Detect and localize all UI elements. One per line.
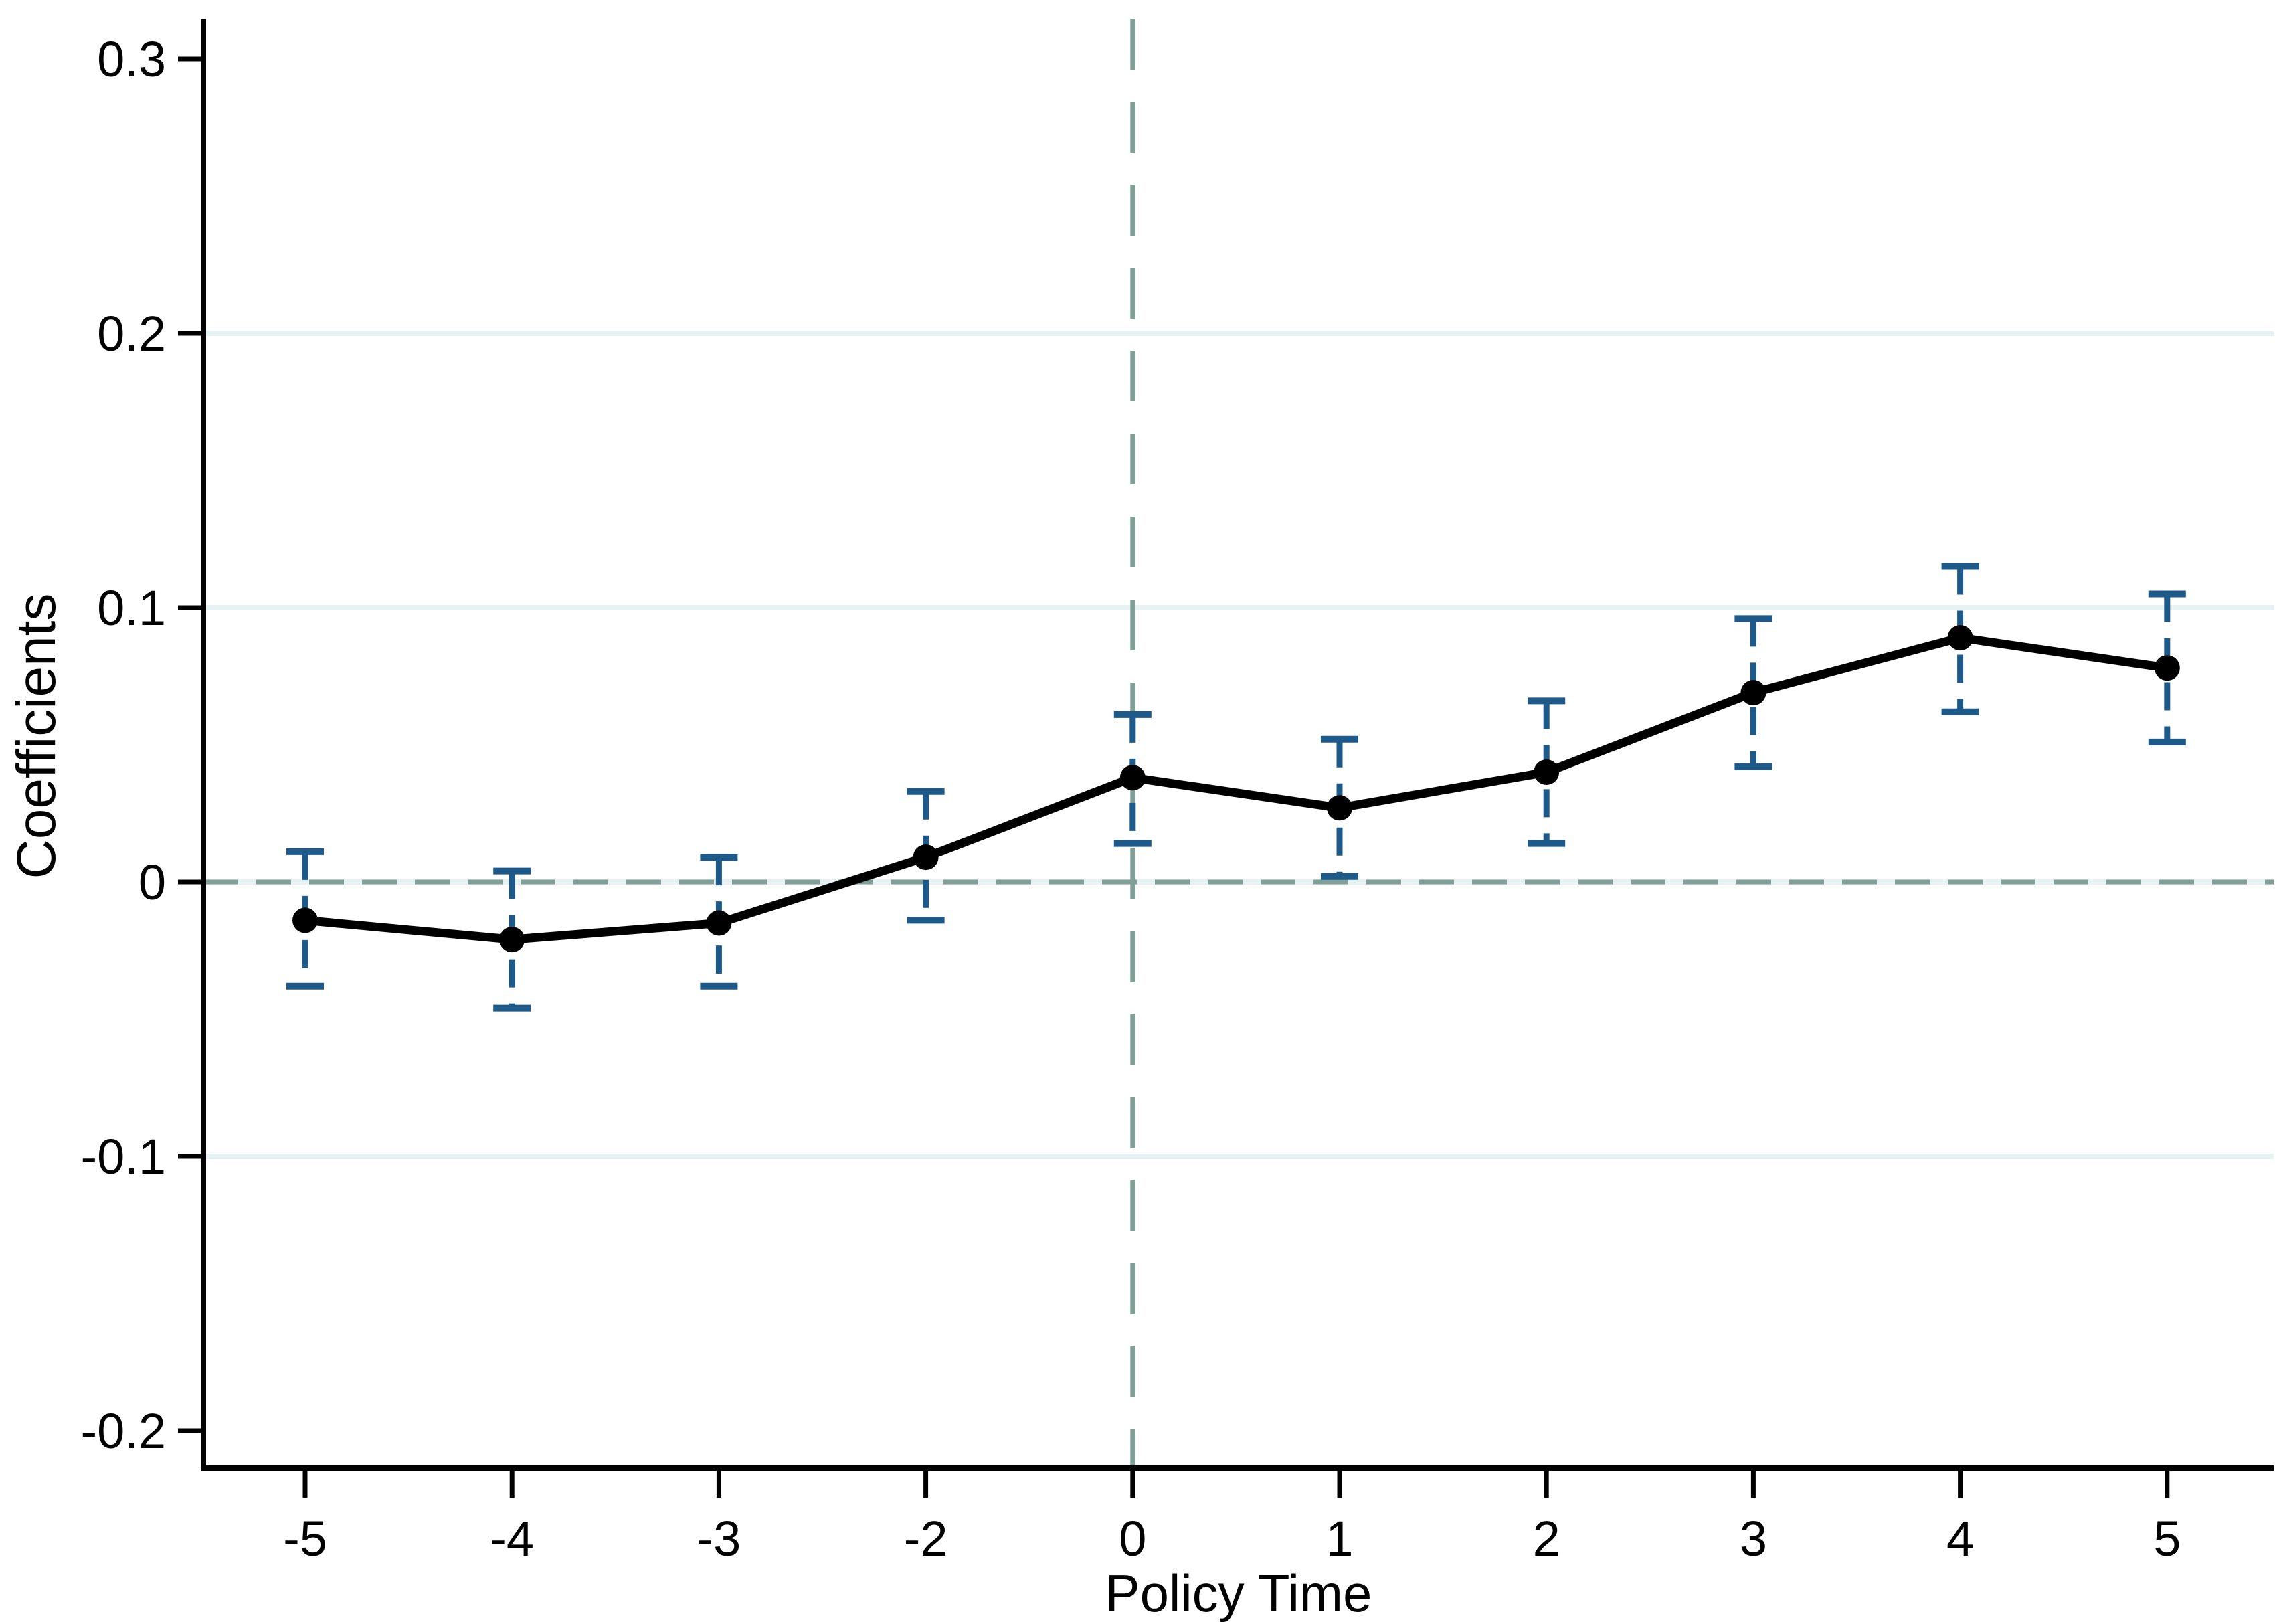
data-point bbox=[1327, 795, 1352, 821]
y-tick-label: -0.1 bbox=[80, 1129, 166, 1184]
series-line bbox=[300, 633, 2172, 944]
x-tick-label: -3 bbox=[697, 1511, 741, 1566]
y-tick-label: 0.1 bbox=[97, 580, 166, 636]
y-tick-label: -0.2 bbox=[80, 1403, 166, 1459]
data-point bbox=[706, 910, 732, 936]
x-tick-label: 2 bbox=[1533, 1511, 1560, 1566]
data-point bbox=[2154, 655, 2180, 681]
y-axis-ticks: 0.3 0.2 0.1 0 -0.1 -0.2 bbox=[80, 31, 203, 1459]
y-tick-label: 0.2 bbox=[97, 306, 166, 361]
x-axis-title: Policy Time bbox=[1105, 1564, 1372, 1623]
x-tick-label: -2 bbox=[904, 1511, 948, 1566]
x-tick-label: 0 bbox=[1119, 1511, 1146, 1566]
data-point bbox=[1119, 765, 1146, 791]
x-tick-label: -4 bbox=[490, 1511, 534, 1566]
data-point bbox=[1740, 680, 1766, 706]
x-tick-label: 4 bbox=[1946, 1511, 1974, 1566]
x-tick-label: 3 bbox=[1740, 1511, 1767, 1566]
x-axis-ticks: -5 -4 -3 -2 0 1 2 3 4 5 bbox=[283, 1468, 2181, 1566]
x-tick-label: 5 bbox=[2153, 1511, 2181, 1566]
data-points bbox=[292, 625, 2180, 953]
data-point bbox=[1947, 625, 1973, 651]
y-tick-label: 0.3 bbox=[97, 31, 166, 87]
data-point bbox=[499, 927, 525, 953]
y-tick-label: 0 bbox=[139, 854, 166, 910]
x-tick-label: -5 bbox=[283, 1511, 327, 1566]
y-axis-title: Coefficients bbox=[6, 594, 67, 879]
data-point bbox=[292, 907, 318, 933]
coefficient-line bbox=[300, 633, 2172, 944]
x-tick-label: 1 bbox=[1326, 1511, 1353, 1566]
reference-lines bbox=[203, 19, 2274, 1468]
axes bbox=[201, 19, 2274, 1471]
data-point bbox=[913, 844, 939, 871]
error-bars bbox=[286, 563, 2186, 1012]
gridlines bbox=[203, 331, 2274, 1159]
data-point bbox=[1534, 759, 1560, 785]
